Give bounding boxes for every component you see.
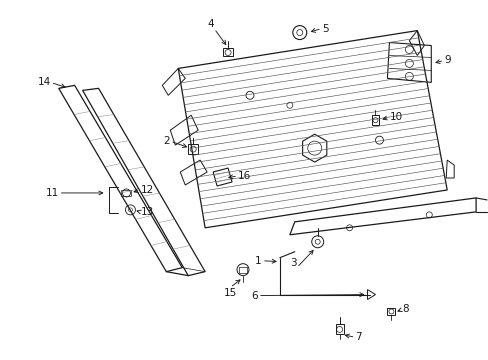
Text: 4: 4 [207, 19, 214, 28]
Text: 12: 12 [140, 185, 153, 195]
Text: 2: 2 [163, 136, 170, 146]
Text: 11: 11 [45, 188, 59, 198]
Text: 15: 15 [223, 288, 236, 298]
Text: 3: 3 [289, 258, 296, 268]
Text: 7: 7 [355, 332, 362, 342]
Text: 9: 9 [443, 55, 450, 66]
Text: 13: 13 [140, 207, 153, 217]
Text: 1: 1 [255, 256, 262, 266]
Text: 16: 16 [238, 171, 251, 181]
Text: 8: 8 [402, 305, 408, 315]
Text: 14: 14 [38, 77, 51, 87]
Text: 6: 6 [251, 291, 258, 301]
Text: 5: 5 [321, 24, 327, 33]
Text: 10: 10 [388, 112, 402, 122]
